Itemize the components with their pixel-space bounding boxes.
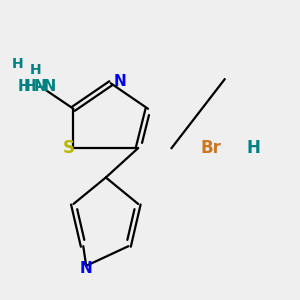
Text: H: H xyxy=(17,79,30,94)
Text: H: H xyxy=(246,139,260,157)
Text: S: S xyxy=(62,139,74,157)
Text: N: N xyxy=(80,261,93,276)
Text: N: N xyxy=(113,74,126,89)
Text: Br: Br xyxy=(200,139,221,157)
Text: N: N xyxy=(34,79,46,94)
Text: H: H xyxy=(12,57,23,70)
Text: H: H xyxy=(29,64,41,77)
Text: H–N: H–N xyxy=(23,79,57,94)
